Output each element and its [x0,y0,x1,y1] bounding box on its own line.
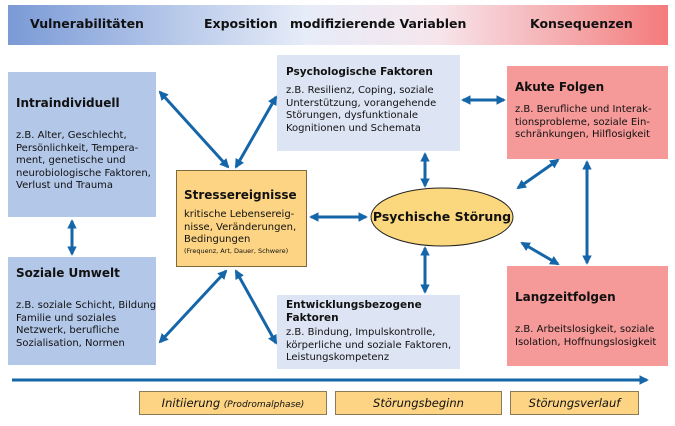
stress-events-box: Stressereignisse kritische Lebensereig- … [176,170,307,267]
acute-line: schränkungen, Hilflosigkeit [515,129,651,140]
intraindividual-title: Intraindividuell [16,96,120,110]
phase-onset-label: Störungsbeginn [373,396,464,410]
psych-line: z.B. Resilienz, Coping, soziale [286,85,434,96]
stress-line: kritische Lebensereig- [184,209,295,220]
psych-line: Störungen, dysfunktionale [286,110,419,121]
acute-consequences-title: Akute Folgen [515,80,605,94]
psych-line: Kognitionen und Schemata [286,122,421,134]
intraindividual-line: neurobiologische Faktoren, [16,167,151,179]
psychological-disorder-ellipse [370,187,514,247]
arrow-intra-stress [158,90,230,169]
social-environment-text: z.B. soziale Schicht, Bildung, Familie u… [16,300,156,350]
header-moderating-variables: modifizierende Variablen [290,16,467,31]
long-term-consequences-text: z.B. Arbeitslosigkeit, soziale Isolation… [515,324,656,349]
dev-title-line: Entwicklungsbezogene [286,299,422,311]
header-vulnerabilities: Vulnerabilitäten [30,16,144,31]
intraindividual-line: z.B. Alter, Geschlecht, [16,130,127,141]
stress-line: Bedingungen [184,234,251,245]
social-line: z.B. soziale Schicht, Bildung, [16,300,156,311]
arrow-social-stress [158,269,228,344]
arrow-disorder-longterm [520,241,560,266]
stress-events-note: (Frequenz, Art, Dauer, Schwere) [184,247,289,255]
stress-events-text: kritische Lebensereig- nisse, Veränderun… [184,209,296,247]
acute-consequences-text: z.B. Berufliche und Interak- tionsproble… [515,104,652,142]
arrow-stress-psych [234,95,278,169]
longterm-line: Isolation, Hoffnungslosigkeit [515,336,657,348]
arrow-stress-dev [234,269,278,345]
stress-line: nisse, Veränderungen, [184,221,297,233]
acute-line: tionsprobleme, soziale Ein- [515,116,650,128]
longterm-line: z.B. Arbeitslosigkeit, soziale [515,324,655,335]
psychological-disorder-label: Psychische Störung [372,209,512,224]
dev-line: Leistungskompetenz [286,352,390,363]
phase-course-label: Störungsverlauf [528,396,621,410]
psychological-factors-title: Psychologische Faktoren [286,66,433,78]
intraindividual-line: Verlust und Trauma [16,180,114,191]
stress-events-title: Stressereignisse [184,188,297,202]
phase-initiation: Initiierung (Prodromalphase) [139,391,327,415]
long-term-consequences-box: Langzeitfolgen z.B. Arbeitslosigkeit, so… [507,266,668,366]
social-line: Familie und soziales [16,312,117,324]
phase-initiation-sub: (Prodromalphase) [223,400,305,410]
psychological-factors-text: z.B. Resilienz, Coping, soziale Unterstü… [286,85,436,135]
header-band [8,5,668,45]
long-term-consequences-title: Langzeitfolgen [515,290,616,304]
social-line: Sozialisation, Normen [16,337,125,349]
psych-line: Unterstützung, vorangehende [286,97,437,109]
intraindividual-line: ment, genetische und [16,155,126,166]
social-line: Netzwerk, berufliche [16,325,120,336]
intraindividual-text: z.B. Alter, Geschlecht, Persönlichkeit, … [16,130,151,193]
dev-line: körperliche und soziale Faktoren, [286,339,452,351]
arrow-disorder-acute [516,158,560,190]
psychological-factors-box: Psychologische Faktoren z.B. Resilienz, … [277,55,460,151]
developmental-factors-box: Entwicklungsbezogene Faktoren z.B. Bindu… [277,295,460,369]
intraindividual-box: Intraindividuell z.B. Alter, Geschlecht,… [8,72,156,217]
phase-course: Störungsverlauf [510,391,639,415]
dev-title-line: Faktoren [286,312,339,324]
social-environment-title: Soziale Umwelt [16,266,120,280]
header-exposure: Exposition [204,16,278,31]
acute-consequences-box: Akute Folgen z.B. Berufliche und Interak… [507,66,668,159]
phase-onset: Störungsbeginn [335,391,502,415]
dev-line: z.B. Bindung, Impulskontrolle, [286,327,436,338]
intraindividual-line: Persönlichkeit, Tempera- [16,142,139,154]
phase-initiation-label: Initiierung [161,396,221,410]
social-environment-box: Soziale Umwelt z.B. soziale Schicht, Bil… [8,257,156,365]
developmental-factors-title: Entwicklungsbezogene Faktoren [286,299,422,325]
acute-line: z.B. Berufliche und Interak- [515,104,652,115]
developmental-factors-text: z.B. Bindung, Impulskontrolle, körperlic… [286,327,451,365]
header-consequences: Konsequenzen [530,16,633,31]
